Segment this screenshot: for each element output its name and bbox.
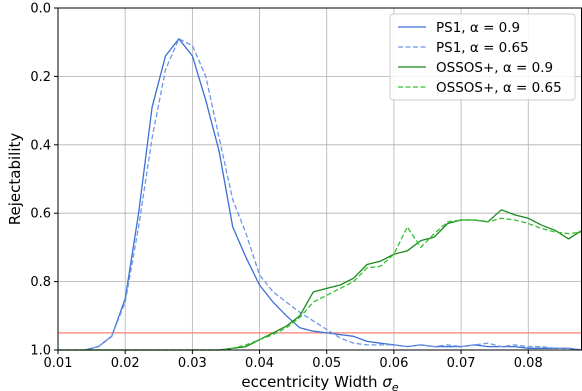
x-tick-label: 0.07 bbox=[447, 356, 476, 371]
x-axis-label-text: eccentricity Width bbox=[241, 373, 377, 391]
x-tick: 0.04 bbox=[245, 350, 274, 371]
legend-entry: PS1, α = 0.9 bbox=[398, 20, 520, 36]
y-tick-label: 0.4 bbox=[30, 138, 51, 153]
x-tick-label: 0.04 bbox=[245, 356, 274, 371]
y-tick: 0.0 bbox=[30, 2, 58, 17]
x-axis-ticks: 0.01 0.02 0.03 0.04 0.05 0.06 0.07 0.08 bbox=[44, 350, 543, 371]
legend-box bbox=[389, 13, 576, 101]
y-tick-label: 1.0 bbox=[30, 344, 51, 359]
legend-entry: PS1, α = 0.65 bbox=[398, 40, 529, 56]
y-axis-ticks: 0.0 0.2 0.4 0.6 0.8 1.0 bbox=[30, 2, 58, 359]
y-tick: 1.0 bbox=[30, 344, 58, 359]
x-tick: 0.05 bbox=[312, 350, 341, 371]
y-tick-label: 0.0 bbox=[30, 2, 51, 17]
legend-label: PS1, α = 0.9 bbox=[436, 20, 520, 36]
y-tick: 0.4 bbox=[30, 138, 58, 153]
legend-label: PS1, α = 0.65 bbox=[436, 40, 529, 56]
x-axis-label-symbol: σ bbox=[382, 373, 392, 391]
x-tick: 0.02 bbox=[111, 350, 140, 371]
x-tick-label: 0.06 bbox=[379, 356, 408, 371]
y-tick-label: 0.6 bbox=[30, 207, 51, 222]
series-layer bbox=[58, 38, 582, 351]
x-tick: 0.08 bbox=[514, 350, 543, 371]
x-tick-label: 0.03 bbox=[178, 356, 207, 371]
y-tick-label: 0.2 bbox=[30, 70, 51, 85]
x-tick-label: 0.02 bbox=[111, 356, 140, 371]
x-axis-label: eccentricity Width σe bbox=[241, 373, 399, 391]
series-line-2 bbox=[84, 38, 582, 351]
x-tick: 0.07 bbox=[447, 350, 476, 371]
series-line-3 bbox=[58, 209, 582, 351]
legend-label: OSSOS+, α = 0.65 bbox=[436, 80, 562, 96]
x-tick-label: 0.08 bbox=[514, 356, 543, 371]
legend: PS1, α = 0.9 PS1, α = 0.65 OSSOS+, α = 0.9… bbox=[389, 13, 576, 101]
legend-label: OSSOS+, α = 0.9 bbox=[436, 60, 553, 76]
y-tick-label: 0.8 bbox=[30, 275, 51, 290]
series-line-4 bbox=[58, 217, 582, 351]
y-tick: 0.6 bbox=[30, 207, 58, 222]
x-tick-label: 0.05 bbox=[312, 356, 341, 371]
x-tick-label: 0.01 bbox=[44, 356, 73, 371]
y-tick: 0.8 bbox=[30, 275, 58, 290]
y-axis-label: Rejectability bbox=[6, 133, 24, 226]
legend-entry: OSSOS+, α = 0.9 bbox=[398, 60, 553, 76]
x-axis-label-subscript: e bbox=[392, 381, 399, 391]
x-tick: 0.06 bbox=[379, 350, 408, 371]
legend-entry: OSSOS+, α = 0.65 bbox=[398, 80, 562, 96]
x-tick: 0.03 bbox=[178, 350, 207, 371]
y-tick: 0.2 bbox=[30, 70, 58, 85]
x-tick: 0.01 bbox=[44, 350, 73, 371]
